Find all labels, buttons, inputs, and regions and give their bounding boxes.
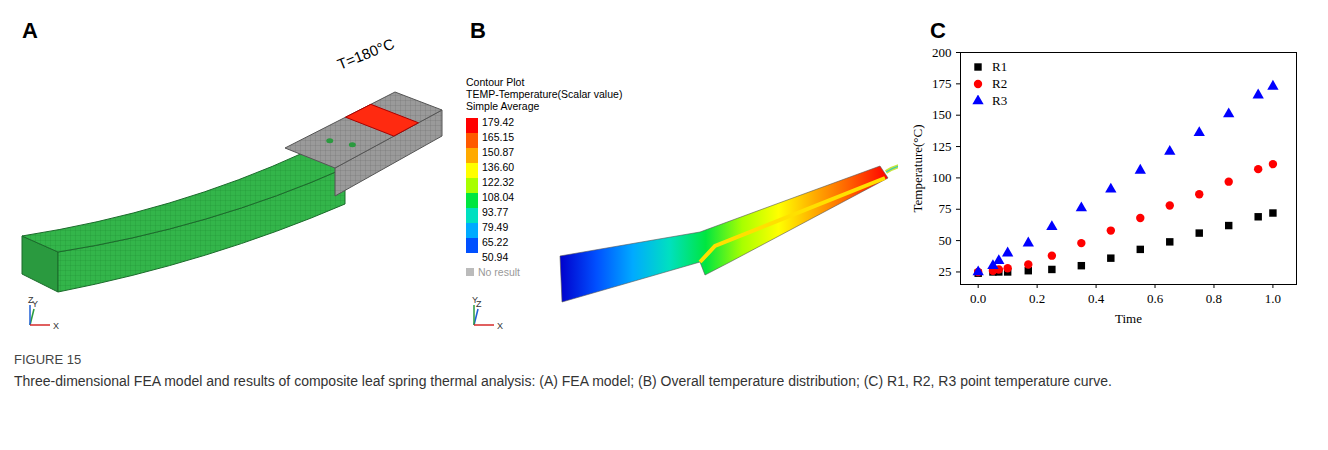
svg-text:108.04: 108.04 <box>482 191 514 203</box>
html-text:C: C <box>930 18 946 43</box>
svg-text:93.77: 93.77 <box>482 206 508 218</box>
svg-text:Z: Z <box>28 295 34 305</box>
svg-text:122.32: 122.32 <box>482 176 514 188</box>
html-text:R1: R1 <box>992 58 1008 74</box>
svg-text:Z: Z <box>476 299 482 309</box>
svg-text:200: 200 <box>932 45 952 60</box>
svg-text:Contour Plot: Contour Plot <box>466 76 524 88</box>
svg-text:T=180°C: T=180°C <box>335 35 397 73</box>
svg-text:175: 175 <box>932 76 952 91</box>
svg-text:65.22: 65.22 <box>482 236 508 248</box>
svg-text:X: X <box>53 321 59 331</box>
svg-text:50.94: 50.94 <box>482 251 508 263</box>
svg-text:0.4: 0.4 <box>1088 291 1105 306</box>
svg-text:179.42: 179.42 <box>482 116 514 128</box>
svg-text:TEMP-Temperature(Scalar value): TEMP-Temperature(Scalar value) <box>466 88 622 100</box>
svg-text:0.0: 0.0 <box>970 291 986 306</box>
svg-text:Y: Y <box>472 295 478 305</box>
svg-text:Time: Time <box>1115 311 1142 326</box>
html-text:A: A <box>22 18 38 43</box>
svg-text:1.0: 1.0 <box>1265 291 1281 306</box>
svg-text:Y: Y <box>32 299 38 309</box>
svg-text:125: 125 <box>932 139 952 154</box>
svg-text:0.8: 0.8 <box>1206 291 1222 306</box>
svg-text:150: 150 <box>932 107 952 122</box>
svg-text:No result: No result <box>478 266 520 278</box>
svg-text:136.60: 136.60 <box>482 161 514 173</box>
svg-text:150.87: 150.87 <box>482 146 514 158</box>
html-text:FIGURE 15: FIGURE 15 <box>14 352 82 367</box>
svg-text:50: 50 <box>939 233 952 248</box>
svg-text:25: 25 <box>939 264 952 279</box>
html-text:R2: R2 <box>992 75 1008 91</box>
svg-text:100: 100 <box>932 170 952 185</box>
svg-text:165.15: 165.15 <box>482 131 514 143</box>
html-text:B: B <box>470 18 486 43</box>
svg-text:0.6: 0.6 <box>1147 291 1164 306</box>
html-text:R3: R3 <box>992 92 1008 108</box>
svg-text:79.49: 79.49 <box>482 221 508 233</box>
svg-text:Temperature(°C): Temperature(°C) <box>910 124 925 212</box>
svg-text:75: 75 <box>939 201 952 216</box>
svg-text:Simple Average: Simple Average <box>466 100 540 112</box>
svg-text:0.2: 0.2 <box>1029 291 1045 306</box>
svg-text:X: X <box>497 321 503 331</box>
html-text:Three-dimensional FEA model an: Three-dimensional FEA model and results … <box>14 373 1112 389</box>
